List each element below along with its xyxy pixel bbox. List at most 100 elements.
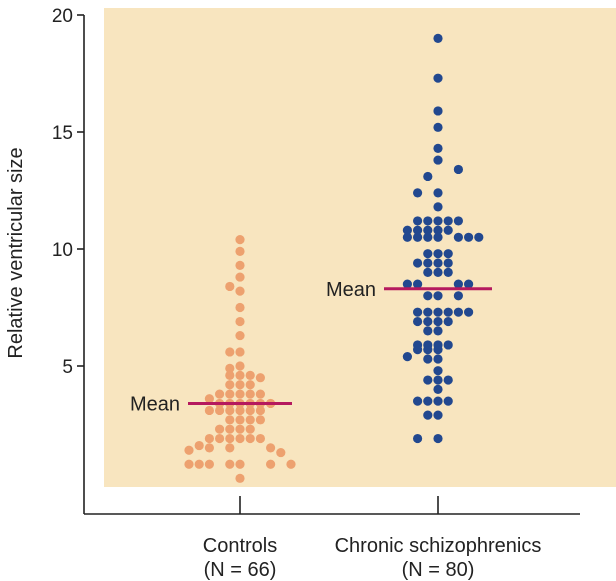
x-categories: Controls(N = 66) Chronic schizophrenics(N… <box>203 496 541 581</box>
data-point <box>413 225 423 235</box>
data-point <box>433 326 443 336</box>
data-point <box>235 286 245 296</box>
data-point <box>235 459 245 469</box>
data-point <box>184 459 194 469</box>
data-point <box>413 433 423 444</box>
category-label: Controls <box>203 535 277 557</box>
data-point <box>204 394 214 404</box>
data-point <box>215 389 225 399</box>
data-point <box>433 106 443 116</box>
data-point <box>245 389 255 399</box>
data-point <box>433 143 443 153</box>
mean-label: Mean <box>130 393 180 415</box>
data-point <box>413 307 423 317</box>
data-point <box>433 366 443 376</box>
data-point <box>413 316 423 327</box>
data-point <box>464 232 474 242</box>
data-point <box>413 232 423 242</box>
data-point <box>453 291 463 301</box>
data-point <box>255 433 265 444</box>
data-point <box>433 354 443 364</box>
data-point <box>453 279 463 289</box>
data-point <box>433 345 443 355</box>
data-point <box>433 258 443 268</box>
data-point <box>413 396 423 406</box>
data-point <box>225 370 235 380</box>
data-point <box>423 225 433 235</box>
data-point <box>245 405 255 416</box>
y-axis-label: Relative ventricular size <box>5 147 27 358</box>
data-point <box>443 396 453 406</box>
data-point <box>255 373 265 383</box>
data-point <box>433 33 443 44</box>
data-point <box>433 307 443 317</box>
data-point <box>423 307 433 317</box>
data-point <box>423 232 433 242</box>
data-point <box>225 405 235 416</box>
data-point <box>453 232 463 242</box>
data-point <box>225 363 235 373</box>
means-layer: Mean Mean <box>130 279 492 415</box>
data-point <box>266 459 276 469</box>
data-point <box>235 415 245 425</box>
data-point <box>423 249 433 259</box>
data-point <box>194 459 204 469</box>
series-0 <box>184 235 296 483</box>
data-point <box>225 380 235 390</box>
series-1 <box>402 33 484 444</box>
data-point <box>235 246 245 256</box>
data-point <box>423 216 433 226</box>
points-layer <box>184 33 484 483</box>
data-point <box>235 302 245 313</box>
data-point <box>235 473 245 483</box>
data-point <box>235 347 245 357</box>
data-point <box>433 225 443 235</box>
data-point <box>433 384 443 394</box>
data-point <box>433 433 443 444</box>
data-point <box>413 216 423 226</box>
data-point <box>225 389 235 399</box>
data-point <box>235 370 245 380</box>
data-point <box>433 316 443 327</box>
data-point <box>225 347 235 357</box>
data-point <box>433 232 443 242</box>
data-point <box>402 232 412 242</box>
data-point <box>225 433 235 444</box>
data-point <box>464 279 474 289</box>
data-point <box>453 216 463 226</box>
y-tick-label: 20 <box>52 6 73 27</box>
data-point <box>423 410 433 420</box>
data-point <box>423 267 433 277</box>
data-point <box>443 316 453 327</box>
data-point <box>413 188 423 198</box>
data-point <box>433 249 443 259</box>
data-point <box>423 354 433 364</box>
data-point <box>204 433 214 444</box>
data-point <box>204 443 214 453</box>
data-point <box>225 443 235 453</box>
data-point <box>433 375 443 385</box>
data-point <box>402 225 412 235</box>
data-point <box>423 316 433 327</box>
data-point <box>443 340 453 350</box>
data-point <box>276 447 286 458</box>
data-point <box>433 188 443 198</box>
data-point <box>433 291 443 301</box>
data-point <box>443 258 453 268</box>
data-point <box>474 232 484 242</box>
plot-background <box>104 8 616 487</box>
data-point <box>245 370 255 380</box>
data-point <box>413 345 423 355</box>
data-point <box>423 396 433 406</box>
data-point <box>194 440 204 451</box>
data-point <box>423 345 433 355</box>
category-n-label: (N = 80) <box>402 559 475 581</box>
data-point <box>286 459 296 469</box>
data-point <box>235 424 245 434</box>
category-n-label: (N = 66) <box>204 559 277 581</box>
y-ticks: 5 10 15 20 <box>52 6 84 378</box>
data-point <box>443 267 453 277</box>
data-point <box>423 258 433 268</box>
data-point <box>204 405 214 416</box>
